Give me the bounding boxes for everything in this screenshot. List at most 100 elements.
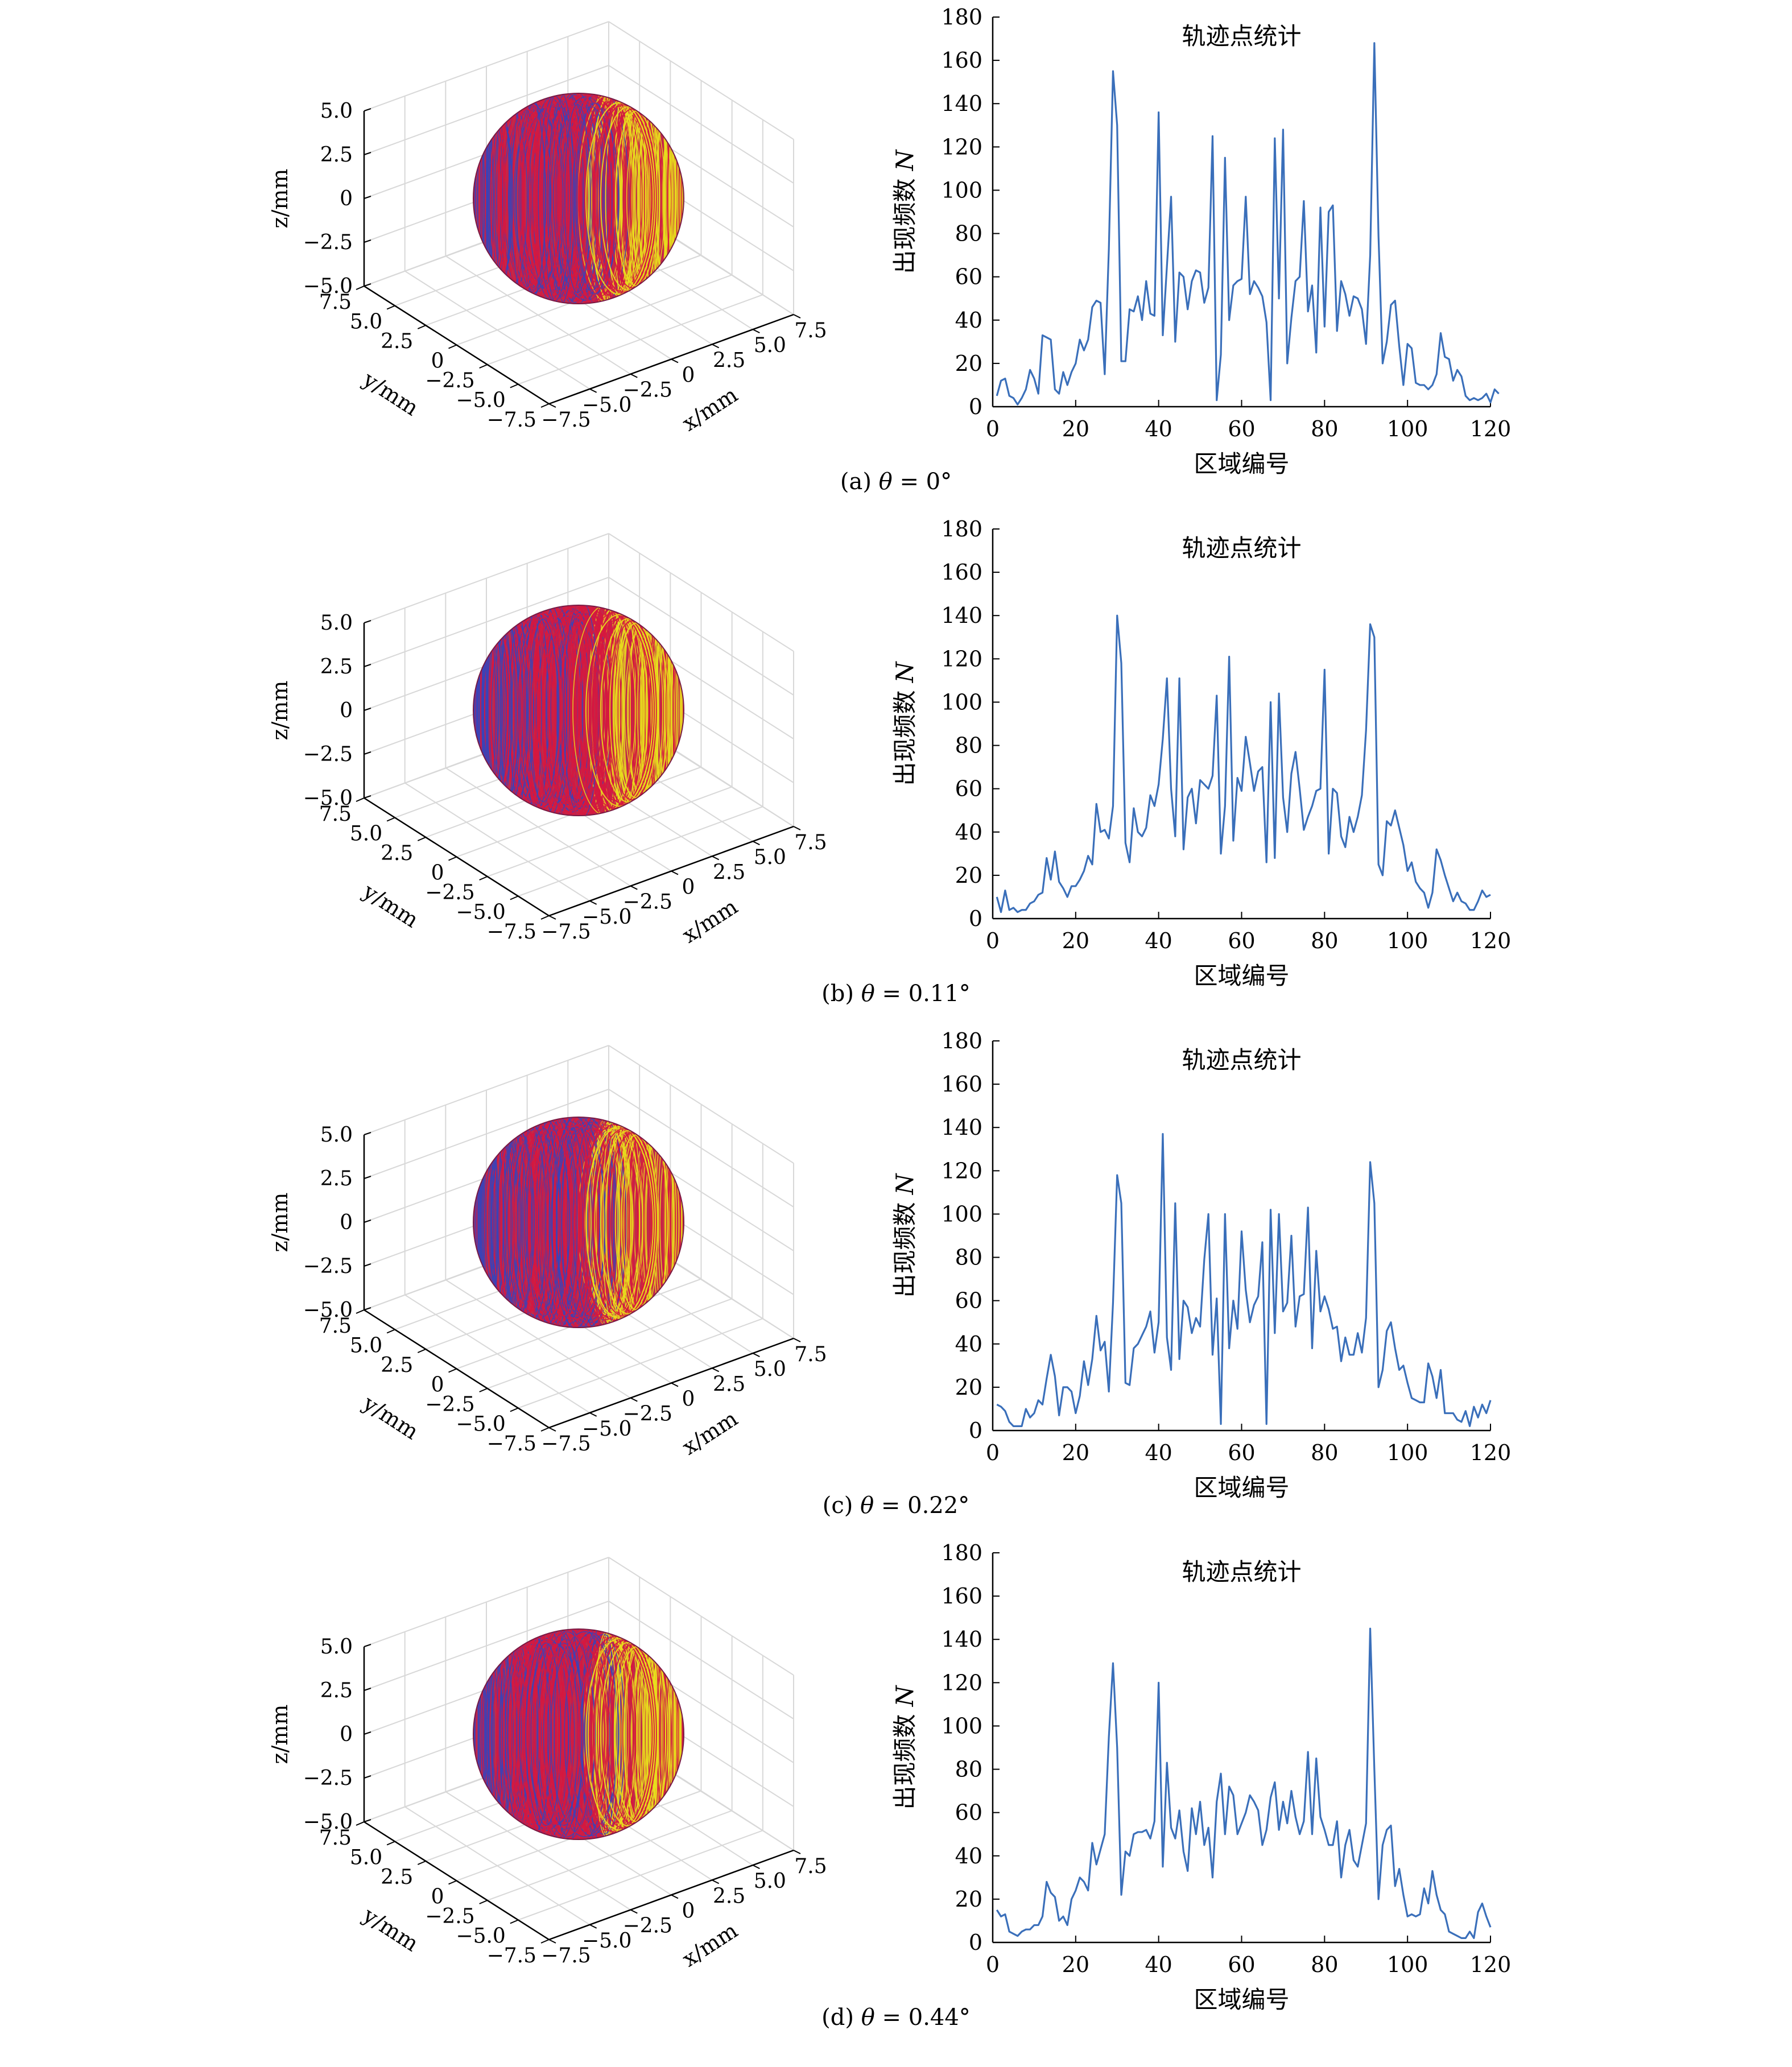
y-tick-label: 140 bbox=[941, 603, 982, 628]
z-tick-label: −5.0 bbox=[303, 787, 353, 810]
x-tick-label: −5.0 bbox=[582, 906, 631, 929]
y-axis-label: y/mm bbox=[358, 1902, 423, 1956]
x-axis-label: 区域编号 bbox=[1194, 450, 1289, 478]
panel-caption: (c) θ = 0.22° bbox=[823, 1493, 969, 1519]
z-axis-label: z/mm bbox=[267, 1193, 292, 1252]
y-tick-label: 60 bbox=[955, 776, 982, 801]
x-tick-label: 40 bbox=[1145, 1440, 1172, 1465]
z-tick-label: −2.5 bbox=[303, 1255, 353, 1278]
series-line bbox=[996, 1627, 1492, 1939]
z-tick-label: −5.0 bbox=[303, 1299, 353, 1322]
sphere-outline bbox=[473, 605, 684, 816]
x-tick-label: 0 bbox=[682, 1900, 695, 1923]
y-tick-label: 100 bbox=[941, 1201, 982, 1226]
x-tick-label: −5.0 bbox=[582, 394, 631, 417]
y-tick-label: 2.5 bbox=[381, 1866, 413, 1889]
z-axis-label: z/mm bbox=[267, 681, 292, 741]
y-tick-label: −7.5 bbox=[487, 920, 536, 944]
z-tick-label: 5.0 bbox=[320, 100, 353, 123]
y-tick-label: 40 bbox=[955, 308, 982, 333]
panel-caption: (d) θ = 0.44° bbox=[821, 2004, 971, 2031]
z-tick-label: −5.0 bbox=[303, 275, 353, 298]
y-tick-label: 20 bbox=[955, 351, 982, 376]
chart-title: 轨迹点统计 bbox=[1182, 22, 1301, 50]
sphere-plot-3d: 5.02.50−2.5−5.07.55.02.50−2.5−5.0−7.5 −7.… bbox=[267, 533, 827, 948]
y-tick-label: −5.0 bbox=[456, 1925, 505, 1948]
z-tick-label: 0 bbox=[340, 187, 353, 210]
z-axis-label: z/mm bbox=[267, 169, 292, 229]
y-axis-label: y/mm bbox=[358, 878, 423, 932]
y-tick-label: −2.5 bbox=[425, 1393, 474, 1416]
y-tick-label: −7.5 bbox=[487, 1944, 536, 1967]
x-tick-label: 5.0 bbox=[754, 1870, 786, 1893]
panel-d: 5.02.50−2.5−5.07.55.02.50−2.5−5.0−7.5 −7.… bbox=[267, 1540, 1511, 2031]
panel-b: 5.02.50−2.5−5.07.55.02.50−2.5−5.0−7.5 −7.… bbox=[267, 516, 1511, 1007]
x-tick-label: 0 bbox=[986, 1440, 1000, 1465]
x-tick-label: 0 bbox=[682, 1388, 695, 1411]
x-tick-label: 40 bbox=[1145, 1952, 1172, 1977]
y-tick-label: −2.5 bbox=[425, 881, 474, 904]
x-tick-label: 7.5 bbox=[794, 831, 827, 854]
x-axis-label: 区域编号 bbox=[1194, 1474, 1289, 1502]
series-line bbox=[996, 1133, 1492, 1427]
x-axis-label: x/mm bbox=[678, 1918, 742, 1972]
y-tick-label: 7.5 bbox=[319, 1826, 352, 1850]
y-tick-label: 180 bbox=[941, 5, 982, 30]
y-tick-label: 180 bbox=[941, 516, 982, 541]
x-tick-label: 120 bbox=[1470, 1440, 1512, 1465]
y-tick-label: 120 bbox=[941, 646, 982, 671]
x-tick-label: 0 bbox=[986, 416, 1000, 441]
x-axis-label: x/mm bbox=[678, 894, 742, 948]
x-axis-label: x/mm bbox=[678, 1406, 742, 1460]
x-tick-label: 80 bbox=[1311, 1440, 1338, 1465]
chart-title: 轨迹点统计 bbox=[1182, 534, 1301, 562]
y-tick-label: 140 bbox=[941, 91, 982, 116]
x-tick-label: 60 bbox=[1228, 928, 1255, 953]
x-tick-label: 5.0 bbox=[754, 1358, 786, 1381]
x-axis-label: 区域编号 bbox=[1194, 962, 1289, 990]
z-tick-label: 0 bbox=[340, 699, 353, 722]
y-tick-label: 100 bbox=[941, 177, 982, 202]
y-axis-label: y/mm bbox=[358, 366, 423, 420]
sphere-trajectories bbox=[473, 605, 684, 816]
z-tick-label: 0 bbox=[340, 1211, 353, 1234]
x-tick-label: 120 bbox=[1470, 1952, 1512, 1977]
x-tick-label: 100 bbox=[1387, 1952, 1428, 1977]
x-tick-label: −7.5 bbox=[541, 1432, 591, 1456]
sphere-plot-3d: 5.02.50−2.5−5.07.55.02.50−2.5−5.0−7.5 −7.… bbox=[267, 1045, 827, 1460]
y-tick-label: 0 bbox=[431, 1374, 444, 1397]
y-axis-label: 出现频数 N bbox=[891, 149, 919, 274]
y-tick-label: 80 bbox=[955, 1245, 982, 1270]
y-axis-label: 出现频数 N bbox=[891, 1685, 919, 1809]
y-tick-label: −5.0 bbox=[456, 389, 505, 412]
y-tick-label: 100 bbox=[941, 689, 982, 714]
y-tick-label: 100 bbox=[941, 1713, 982, 1738]
x-tick-label: 120 bbox=[1470, 416, 1512, 441]
x-tick-label: −5.0 bbox=[582, 1929, 631, 1953]
x-tick-label: 100 bbox=[1387, 928, 1428, 953]
y-tick-label: −2.5 bbox=[425, 1905, 474, 1928]
y-tick-label: 0 bbox=[431, 350, 444, 373]
x-tick-label: 20 bbox=[1062, 1440, 1089, 1465]
y-tick-label: 40 bbox=[955, 1332, 982, 1357]
frequency-line-chart: 0 20 40 60 80 100 120 140 160 180 0 20 40 60 80 100 120 轨… bbox=[891, 5, 1511, 478]
z-tick-label: −2.5 bbox=[303, 1767, 353, 1790]
x-tick-label: 5.0 bbox=[754, 846, 786, 869]
y-tick-label: 60 bbox=[955, 264, 982, 290]
z-tick-label: 2.5 bbox=[320, 143, 353, 167]
z-tick-label: −2.5 bbox=[303, 743, 353, 766]
x-tick-label: −2.5 bbox=[623, 1915, 672, 1938]
sphere-outline bbox=[473, 93, 684, 304]
chart-title: 轨迹点统计 bbox=[1182, 1046, 1301, 1074]
x-tick-label: 120 bbox=[1470, 928, 1512, 953]
x-tick-label: 20 bbox=[1062, 928, 1089, 953]
y-tick-label: 160 bbox=[941, 560, 982, 585]
x-tick-label: 2.5 bbox=[713, 1884, 745, 1908]
sphere-plot-3d: 5.02.50−2.5−5.07.55.02.50−2.5−5.0−7.5 −7.… bbox=[267, 1557, 827, 1971]
y-tick-label: 120 bbox=[941, 134, 982, 159]
frequency-line-chart: 0 20 40 60 80 100 120 140 160 180 0 20 40 60 80 100 120 轨… bbox=[891, 1540, 1511, 2014]
y-tick-label: 2.5 bbox=[381, 330, 413, 353]
x-tick-label: 60 bbox=[1228, 416, 1255, 441]
y-tick-label: −5.0 bbox=[456, 1413, 505, 1436]
